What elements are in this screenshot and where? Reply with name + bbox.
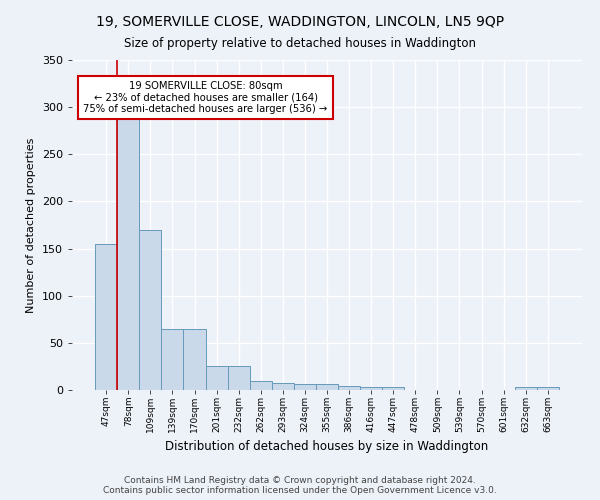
Bar [537, 387, 559, 390]
Bar [206, 366, 227, 390]
Bar [515, 387, 537, 390]
Bar [360, 387, 382, 390]
Bar [227, 366, 250, 390]
Bar [294, 384, 316, 390]
Text: Size of property relative to detached houses in Waddington: Size of property relative to detached ho… [124, 38, 476, 51]
Text: 19 SOMERVILLE CLOSE: 80sqm
← 23% of detached houses are smaller (164)
75% of sem: 19 SOMERVILLE CLOSE: 80sqm ← 23% of deta… [83, 80, 328, 114]
Bar [139, 230, 161, 390]
Text: Contains HM Land Registry data © Crown copyright and database right 2024.
Contai: Contains HM Land Registry data © Crown c… [103, 476, 497, 495]
Bar [95, 244, 117, 390]
Bar [316, 384, 338, 390]
Bar [382, 387, 404, 390]
Bar [184, 328, 206, 390]
Y-axis label: Number of detached properties: Number of detached properties [26, 138, 36, 312]
Bar [272, 384, 294, 390]
Bar [161, 328, 184, 390]
Bar [250, 380, 272, 390]
Bar [117, 120, 139, 390]
Text: 19, SOMERVILLE CLOSE, WADDINGTON, LINCOLN, LN5 9QP: 19, SOMERVILLE CLOSE, WADDINGTON, LINCOL… [96, 15, 504, 29]
X-axis label: Distribution of detached houses by size in Waddington: Distribution of detached houses by size … [166, 440, 488, 454]
Bar [338, 386, 360, 390]
